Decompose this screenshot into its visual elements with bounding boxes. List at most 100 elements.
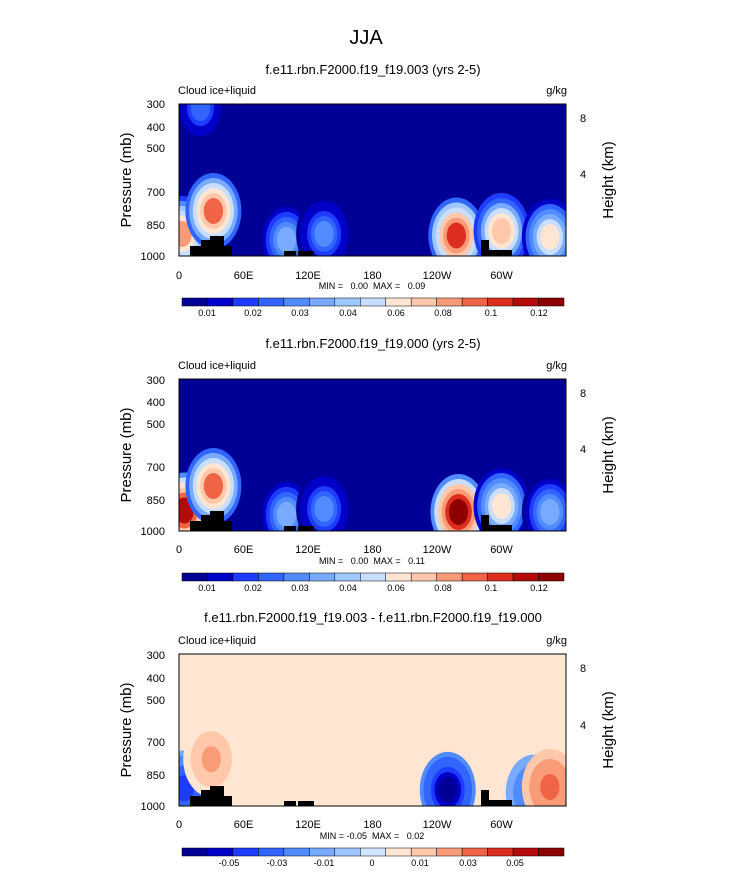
x-tick-label: 0 [176,819,182,831]
panel-1-y2label: Height (km) [600,141,617,219]
panel-1-frame [178,103,567,257]
colorbar-swatch [334,572,361,582]
panel-1-contours [179,104,566,256]
x-tick-label: 0 [176,544,182,556]
contour-band [276,501,297,528]
panel-3-title: f.e11.rbn.F2000.f19_f19.003 - f.e11.rbn.… [204,610,542,625]
colorbar-label: 0.01 [411,858,429,868]
contour-band [438,776,458,803]
panel-1-stats: MIN = 0.00 MAX = 0.09 [319,281,426,291]
colorbar-swatch [207,297,234,307]
colorbar-swatch [207,572,234,582]
contour-band [292,660,313,687]
panel-2-colorbar-labels: 0.01 0.02 0.03 0.04 0.06 0.08 0.1 0.12 [198,583,548,593]
y2-tick-label: 8 [580,388,586,400]
contour-band [540,223,560,250]
x-tick-label: 60E [234,544,254,556]
panel-2-right-label: g/kg [546,360,567,372]
contour-band [190,104,211,122]
colorbar-swatch [410,847,437,857]
x-tick-label: 120E [295,544,321,556]
colorbar-swatch [512,572,539,582]
colorbar-label: 0.04 [339,308,357,318]
contour-band [446,222,467,249]
contour-band [448,498,469,525]
panel-3-topography [190,786,512,806]
colorbar-swatch [283,572,310,582]
panel-3-x-ticks: 0 60E 120E 180 120W 60W [176,819,513,831]
colorbar-swatch [410,572,437,582]
colorbar-swatch [487,847,514,857]
x-tick-label: 60E [234,819,254,831]
panel-1-ylabel: Pressure (mb) [118,132,135,227]
y-tick-label: 500 [147,143,165,155]
contour-band [203,197,224,224]
colorbar-label: -0.03 [267,858,288,868]
x-tick-label: 120E [295,270,321,282]
y-tick-label: 400 [147,673,165,685]
panel-2-y-ticks: 300 400 500 700 850 1000 [141,375,165,538]
contour-band [540,498,560,525]
panel-3-y-ticks: 300 400 500 700 850 1000 [141,650,165,813]
panel-2: f.e11.rbn.F2000.f19_f19.000 (yrs 2-5) Cl… [118,336,617,593]
panel-1-colorbar-labels: 0.01 0.02 0.03 0.04 0.06 0.08 0.1 0.12 [198,308,548,318]
colorbar-swatch [309,847,336,857]
panel-3-contours [179,654,566,806]
y-tick-label: 850 [147,770,165,782]
colorbar-swatch [538,297,565,307]
panel-2-title: f.e11.rbn.F2000.f19_f19.000 (yrs 2-5) [265,336,480,351]
y-tick-label: 1000 [141,251,165,263]
colorbar-swatch [232,847,259,857]
colorbar-swatch [334,847,361,857]
y-tick-label: 700 [147,737,165,749]
y2-tick-label: 4 [580,444,586,456]
colorbar-swatch [461,297,488,307]
colorbar-label: 0.1 [485,308,498,318]
colorbar-swatch [461,572,488,582]
colorbar-swatch [283,847,310,857]
colorbar-swatch [538,572,565,582]
contour-band [491,492,512,519]
x-tick-label: 60W [490,819,513,831]
panel-1-colorbar [181,297,565,307]
colorbar-label: 0.03 [459,858,477,868]
x-tick-label: 120E [295,819,321,831]
y-tick-label: 700 [147,462,165,474]
x-tick-label: 180 [363,544,381,556]
colorbar-label: 0.08 [434,308,452,318]
panel-3-y2-ticks: 8 4 [580,663,586,732]
panel-2-colorbar [181,572,565,582]
colorbar-label: 0 [369,858,374,868]
colorbar-swatch [512,847,539,857]
colorbar-label: 0.1 [485,583,498,593]
y2-tick-label: 8 [580,663,586,675]
colorbar-label: 0.12 [530,308,548,318]
y-tick-label: 500 [147,419,165,431]
colorbar-label: 0.03 [291,308,309,318]
panel-2-stats: MIN = 0.00 MAX = 0.11 [319,556,425,566]
colorbar-label: -0.05 [219,858,240,868]
panel-3-y2label: Height (km) [600,691,617,769]
colorbar-swatch [283,297,310,307]
colorbar-swatch [436,297,463,307]
y-tick-label: 400 [147,397,165,409]
x-tick-label: 60W [490,270,513,282]
contour-band [491,217,512,244]
y-tick-label: 1000 [141,801,165,813]
y2-tick-label: 4 [580,720,586,732]
contour-band [400,654,420,680]
panel-1-left-label: Cloud ice+liquid [178,85,256,97]
colorbar-label: 0.01 [198,583,216,593]
y-tick-label: 300 [147,650,165,662]
colorbar-label: 0.02 [244,583,262,593]
y-tick-label: 850 [147,220,165,232]
colorbar-label: 0.03 [291,583,309,593]
contour-band [314,220,334,247]
x-tick-label: 60E [234,270,254,282]
colorbar-label: 0.12 [530,583,548,593]
colorbar-label: 0.06 [387,583,405,593]
panel-1-x-ticks: 0 60E 120E 180 120W 60W [176,270,513,282]
panel-3-stats: MIN = -0.05 MAX = 0.02 [320,831,425,841]
colorbar-swatch [538,847,565,857]
colorbar-swatch [385,572,412,582]
